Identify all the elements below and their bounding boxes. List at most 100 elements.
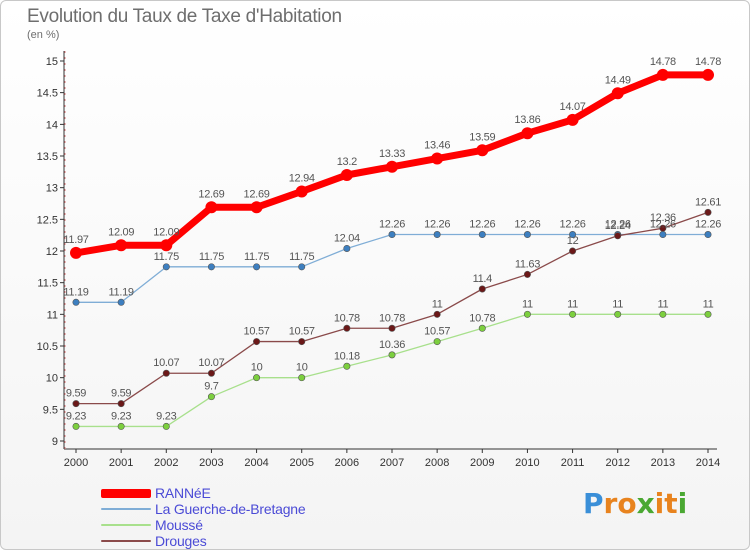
data-label-rann-e: 13.46 [424, 140, 450, 152]
data-point-drouges [478, 285, 486, 293]
data-point-mouss [569, 310, 577, 318]
data-label-mouss: 11 [522, 298, 533, 310]
data-label-mouss: 10.57 [424, 326, 450, 338]
legend-item-drouges: Drouges [101, 533, 305, 549]
data-label-mouss: 10.36 [379, 339, 405, 351]
data-point-mouss [388, 351, 396, 359]
data-label-drouges: 12 [567, 235, 579, 247]
y-tick-label: 13 [46, 183, 58, 195]
data-label-mouss: 10.18 [334, 350, 360, 362]
legend-label-mousse: Moussé [155, 517, 203, 533]
data-point-rann-e [160, 239, 173, 252]
y-tick-label: 14 [46, 119, 58, 131]
data-point-mouss [614, 310, 622, 318]
data-label-la-guerche-de-bretagne: 12.26 [560, 219, 586, 231]
x-tick-label: 2013 [651, 457, 675, 469]
data-label-rann-e: 12.94 [289, 172, 315, 184]
legend-swatch-mousse [101, 524, 151, 526]
data-point-la-guerche-de-bretagne [569, 231, 577, 239]
y-tick-label: 11 [47, 309, 58, 321]
data-label-rann-e: 12.69 [244, 188, 270, 200]
logo-letter: P [583, 487, 604, 520]
data-label-la-guerche-de-bretagne: 12.26 [469, 219, 495, 231]
proxiti-logo: Proxiti [583, 487, 687, 520]
data-label-drouges: 11.4 [473, 273, 493, 285]
data-label-la-guerche-de-bretagne: 12.26 [379, 219, 405, 231]
data-label-la-guerche-de-bretagne: 12.26 [605, 219, 631, 231]
data-label-mouss: 11 [657, 298, 668, 310]
data-point-drouges [343, 324, 351, 332]
data-label-drouges: 9.59 [111, 388, 131, 400]
y-tick-label: 12.5 [37, 214, 58, 226]
data-label-drouges: 9.59 [66, 388, 86, 400]
data-point-la-guerche-de-bretagne [207, 263, 215, 271]
data-label-drouges: 12.36 [650, 212, 676, 224]
data-point-mouss [659, 310, 667, 318]
data-point-rann-e [476, 144, 489, 157]
data-label-drouges: 10.07 [198, 357, 224, 369]
data-point-drouges [569, 247, 577, 255]
y-tick-label: 12 [46, 246, 58, 258]
y-tick-label: 11.5 [37, 278, 58, 290]
data-point-mouss [433, 338, 441, 346]
data-label-la-guerche-de-bretagne: 11.19 [109, 286, 134, 298]
data-label-rann-e: 12.69 [198, 188, 224, 200]
data-label-la-guerche-de-bretagne: 11.75 [199, 251, 224, 263]
x-tick-label: 2004 [244, 457, 268, 469]
data-point-drouges [298, 338, 306, 346]
chart-title: Evolution du Taux de Taxe d'Habitation [27, 6, 342, 27]
data-label-mouss: 11 [703, 298, 714, 310]
x-tick-label: 2010 [515, 457, 539, 469]
x-tick-label: 2005 [289, 457, 313, 469]
data-label-drouges: 11 [432, 298, 443, 310]
data-point-la-guerche-de-bretagne [659, 231, 667, 239]
x-tick-label: 2014 [696, 457, 720, 469]
y-axis-unit: (en %) [27, 29, 60, 41]
y-tick-label: 13.5 [37, 151, 58, 163]
data-label-rann-e: 13.86 [514, 114, 540, 126]
logo-letter: i [677, 487, 688, 520]
data-point-mouss [478, 324, 486, 332]
data-point-la-guerche-de-bretagne [298, 263, 306, 271]
data-point-rann-e [386, 160, 398, 173]
legend-item-mousse: Moussé [101, 517, 305, 533]
data-point-drouges [388, 324, 396, 332]
data-label-la-guerche-de-bretagne: 12.26 [695, 219, 721, 231]
data-point-la-guerche-de-bretagne [388, 231, 396, 239]
data-label-drouges: 10.78 [379, 312, 405, 324]
data-point-mouss [253, 374, 261, 382]
logo-letter: r [603, 487, 618, 520]
logo-letter: x [636, 487, 655, 520]
data-label-drouges: 12.24 [605, 220, 631, 232]
x-tick-label: 2003 [199, 457, 223, 469]
data-point-rann-e [340, 169, 353, 181]
legend-label-la-guerche: La Guerche-de-Bretagne [155, 501, 306, 517]
data-point-rann-e [431, 152, 444, 165]
data-label-rann-e: 13.59 [469, 131, 495, 143]
data-point-la-guerche-de-bretagne [253, 263, 261, 271]
data-point-la-guerche-de-bretagne [343, 244, 351, 252]
data-label-mouss: 9.23 [156, 410, 176, 422]
data-label-la-guerche-de-bretagne: 11.75 [289, 251, 314, 263]
data-point-mouss [162, 422, 170, 430]
data-label-rann-e: 14.07 [560, 101, 586, 113]
legend-item-la-guerche: La Guerche-de-Bretagne [101, 501, 306, 517]
legend-swatch-drouges [101, 540, 151, 542]
data-point-la-guerche-de-bretagne [704, 231, 712, 239]
data-point-rann-e [702, 68, 714, 81]
data-label-rann-e: 12.09 [108, 226, 134, 238]
data-label-drouges: 11.63 [515, 258, 540, 270]
data-point-drouges [433, 310, 441, 318]
data-label-drouges: 10.07 [153, 357, 179, 369]
data-point-la-guerche-de-bretagne [433, 231, 441, 239]
x-tick-label: 2008 [425, 457, 449, 469]
x-tick-label: 2007 [380, 457, 404, 469]
x-tick-label: 2006 [335, 457, 359, 469]
data-point-rann-e [521, 127, 534, 140]
data-label-rann-e: 13.2 [337, 156, 357, 168]
data-label-mouss: 10.78 [469, 312, 495, 324]
data-label-rann-e: 14.78 [695, 56, 721, 68]
data-point-rann-e [611, 87, 624, 100]
data-label-drouges: 12.61 [695, 196, 721, 208]
